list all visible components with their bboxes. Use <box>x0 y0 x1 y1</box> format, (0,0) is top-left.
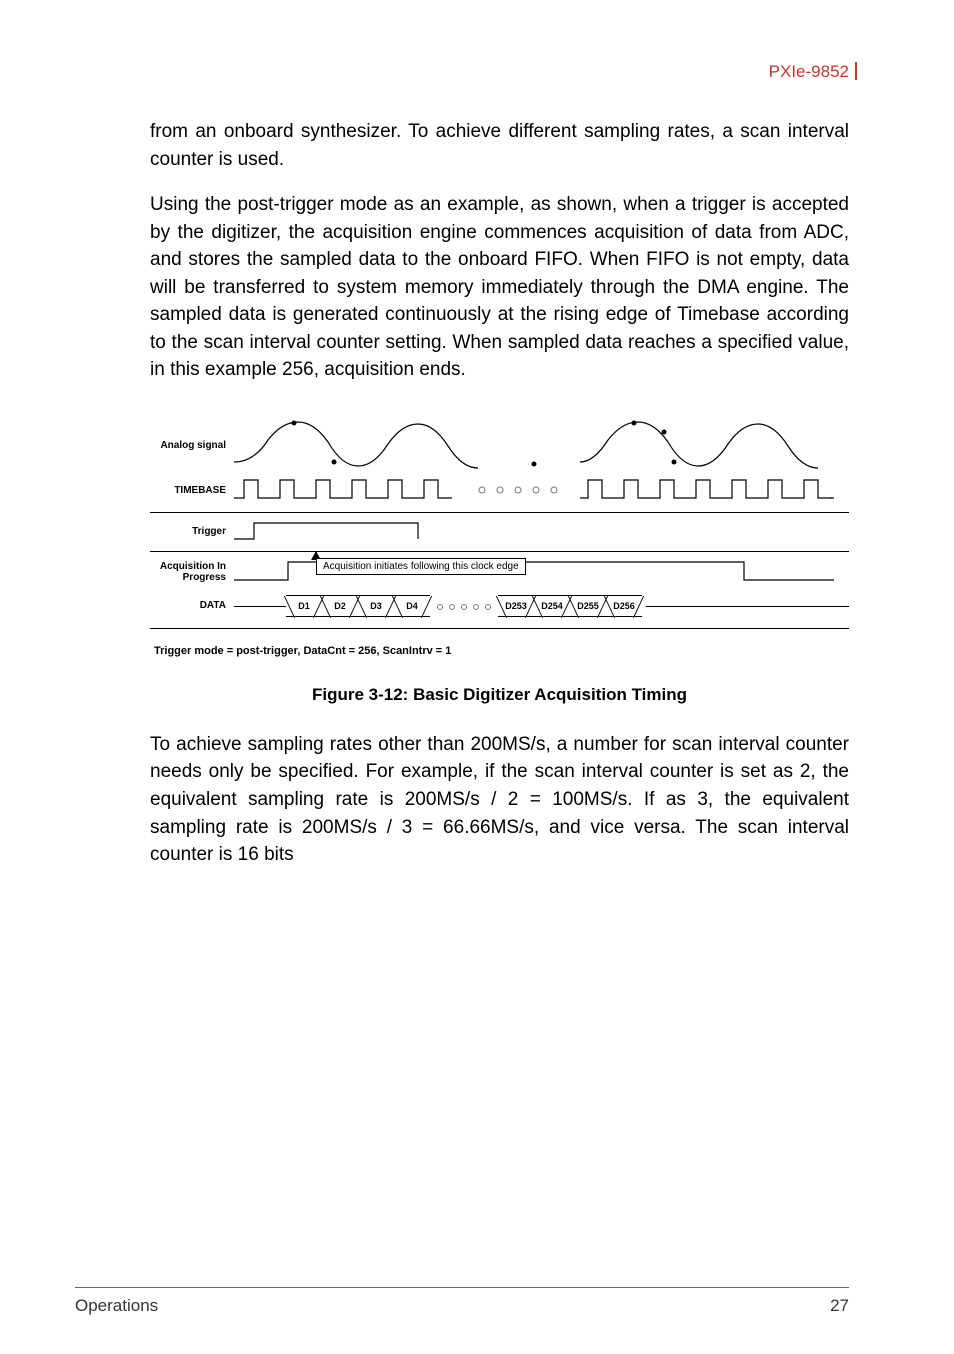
data-line-right <box>646 606 849 607</box>
footer-page-number: 27 <box>830 1296 849 1316</box>
body-text-2: To achieve sampling rates other than 200… <box>150 731 849 869</box>
data-line-left <box>234 606 286 607</box>
page: PXIe-9852 from an onboard synthesizer. T… <box>0 0 954 1354</box>
paragraph-1: from an onboard synthesizer. To achieve … <box>150 118 849 173</box>
label-timebase: TIMEBASE <box>150 485 234 496</box>
data-cells: D1 D2 D3 D4 D253 D254 D255 D256 <box>234 588 849 624</box>
separator-2 <box>150 551 849 552</box>
separator-1 <box>150 512 849 513</box>
acquisition-note: Acquisition initiates following this clo… <box>316 558 526 575</box>
trigger-signal <box>234 517 849 547</box>
label-trigger: Trigger <box>150 526 234 537</box>
label-acquisition: Acquisition In Progress <box>150 561 234 583</box>
body-text: from an onboard synthesizer. To achieve … <box>150 118 849 384</box>
header-accent-bar <box>855 62 857 80</box>
row-timebase: TIMEBASE <box>150 474 849 508</box>
row-data: DATA D1 D2 D3 D4 D253 D254 D255 D256 <box>150 588 849 624</box>
figure-params: Trigger mode = post-trigger, DataCnt = 2… <box>154 645 849 657</box>
label-analog: Analog signal <box>150 440 234 451</box>
footer-section: Operations <box>75 1296 158 1316</box>
page-footer: Operations 27 <box>75 1287 849 1316</box>
data-cell: D256 <box>606 595 642 617</box>
separator-3 <box>150 628 849 629</box>
figure-caption: Figure 3-12: Basic Digitizer Acquisition… <box>150 685 849 705</box>
header-product: PXIe-9852 <box>769 62 849 82</box>
acquisition-signal: Acquisition initiates following this clo… <box>234 556 849 588</box>
data-cell: D4 <box>394 595 430 617</box>
analog-waveform <box>234 418 849 474</box>
row-trigger: Trigger <box>150 517 849 547</box>
figure-block: Analog signal TIMEBASE <box>150 412 849 705</box>
row-acquisition: Acquisition In Progress Acquisition init… <box>150 556 849 588</box>
row-analog: Analog signal <box>150 418 849 474</box>
paragraph-2: Using the post-trigger mode as an exampl… <box>150 191 849 384</box>
timebase-clock <box>234 474 849 508</box>
paragraph-3: To achieve sampling rates other than 200… <box>150 731 849 869</box>
label-data: DATA <box>150 600 234 611</box>
timing-diagram: Analog signal TIMEBASE <box>150 412 849 637</box>
data-ellipsis <box>434 597 494 615</box>
